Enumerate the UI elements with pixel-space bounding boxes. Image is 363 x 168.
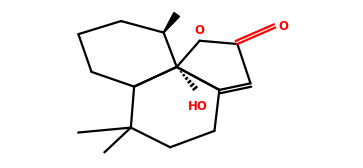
Polygon shape xyxy=(163,12,180,33)
Text: HO: HO xyxy=(188,100,208,113)
Text: O: O xyxy=(195,24,205,37)
Text: O: O xyxy=(278,20,288,33)
